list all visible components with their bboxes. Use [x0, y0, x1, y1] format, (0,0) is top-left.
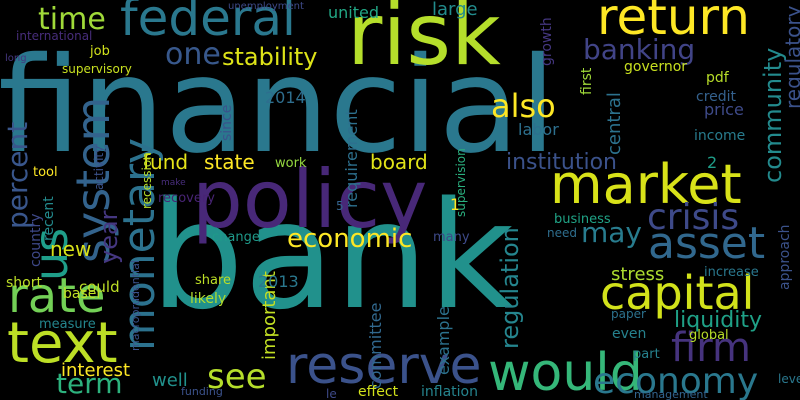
word-long: long: [5, 53, 27, 64]
word-stress: stress: [611, 264, 665, 285]
word-requirement: requirement: [342, 109, 361, 208]
word-price: price: [704, 100, 744, 119]
word-united: united: [328, 3, 379, 22]
word-recovery: recovery: [158, 191, 215, 206]
word-even: even: [612, 326, 647, 342]
word-stability: stability: [222, 43, 318, 71]
word-le: le: [326, 387, 337, 400]
word-2: 2: [707, 153, 718, 172]
word-policy: policy: [192, 153, 428, 246]
word-income: income: [694, 128, 746, 144]
word-could: could: [79, 278, 120, 296]
word-crisis: crisis: [647, 197, 740, 238]
word-make: make: [161, 178, 186, 188]
word-risk: risk: [347, 0, 501, 85]
word-many: many: [433, 230, 470, 245]
word-firm: firm: [671, 325, 751, 371]
word-reserve: reserve: [286, 336, 482, 396]
word-recent: recent: [41, 196, 57, 241]
word-state: state: [204, 150, 255, 174]
word-activity: activity: [92, 145, 106, 190]
word-financial: financial: [0, 29, 557, 183]
word-effect: effect: [358, 384, 399, 400]
word-board: board: [370, 150, 428, 174]
word-large: large: [432, 0, 478, 20]
word-unemployment: unemployment: [228, 1, 304, 12]
word-rate: rate: [8, 268, 106, 324]
word-example: example: [434, 306, 453, 375]
word-level: level: [778, 372, 800, 386]
word-management: management: [634, 388, 708, 400]
word-work: work: [275, 156, 307, 171]
word-year: year: [95, 210, 123, 264]
word-regulatory: regulatory: [781, 5, 800, 109]
word-first: first: [579, 67, 595, 95]
word-one: one: [165, 37, 221, 72]
word-bank: bank: [150, 170, 515, 342]
word-paper: paper: [611, 307, 646, 321]
word-institution: institution: [506, 150, 617, 175]
word-may: may: [581, 216, 643, 249]
word-committee: committee: [366, 302, 385, 389]
word-since: since: [219, 104, 235, 141]
word-business: business: [554, 212, 611, 227]
word-new: new: [50, 237, 92, 261]
word-asset: asset: [648, 218, 766, 269]
word-credit: credit: [696, 89, 737, 105]
word-share: share: [195, 273, 232, 288]
word-capital: capital: [600, 266, 755, 320]
word-also: also: [491, 87, 556, 125]
word-tool: tool: [33, 165, 58, 180]
word-increase: increase: [704, 265, 759, 280]
word-term: term: [56, 367, 123, 400]
word-central: central: [604, 92, 625, 155]
word-growth: growth: [539, 17, 555, 66]
word-banking: banking: [583, 33, 696, 66]
word-macroprudential: macroprudential: [129, 260, 142, 351]
word-2014: 2014: [265, 88, 306, 107]
word-would: would: [488, 343, 643, 400]
word-basel: basel: [63, 286, 101, 302]
word-liquidity: liquidity: [674, 308, 762, 333]
word-fund: fund: [143, 150, 189, 174]
word-approach: approach: [777, 224, 793, 290]
word-text: text: [7, 311, 118, 376]
word-inflation: inflation: [421, 384, 478, 400]
word-part: part: [633, 347, 660, 362]
word-pdf: pdf: [706, 70, 729, 86]
word-economy: economy: [593, 361, 759, 400]
word-governor: governor: [624, 59, 688, 75]
word-international: international: [16, 29, 93, 43]
word-see: see: [207, 357, 267, 397]
word-funding: funding: [181, 385, 223, 398]
word-well: well: [152, 370, 188, 391]
word-short: short: [6, 275, 42, 291]
word-measure: measure: [39, 317, 96, 332]
word-market: market: [550, 153, 742, 216]
word-5: 5: [336, 199, 344, 213]
word-labor: labor: [518, 120, 559, 139]
word-federal: federal: [120, 0, 296, 47]
word-global: global: [689, 328, 729, 343]
word-supervisory: supervisory: [62, 62, 132, 76]
word-return: return: [597, 0, 750, 46]
word-need: need: [547, 226, 577, 240]
word-2013: 2013: [258, 272, 299, 291]
word-change: change: [212, 230, 260, 245]
word-recession: recession: [140, 152, 154, 209]
word-time: time: [38, 2, 106, 37]
word-regulation: regulation: [496, 227, 524, 349]
word-interest: interest: [61, 360, 131, 381]
word-1: 1: [450, 195, 461, 214]
word-supervision: supervision: [454, 148, 468, 217]
word-job: job: [90, 44, 110, 59]
word-economic: economic: [287, 224, 413, 254]
word-likely: likely: [190, 291, 227, 307]
